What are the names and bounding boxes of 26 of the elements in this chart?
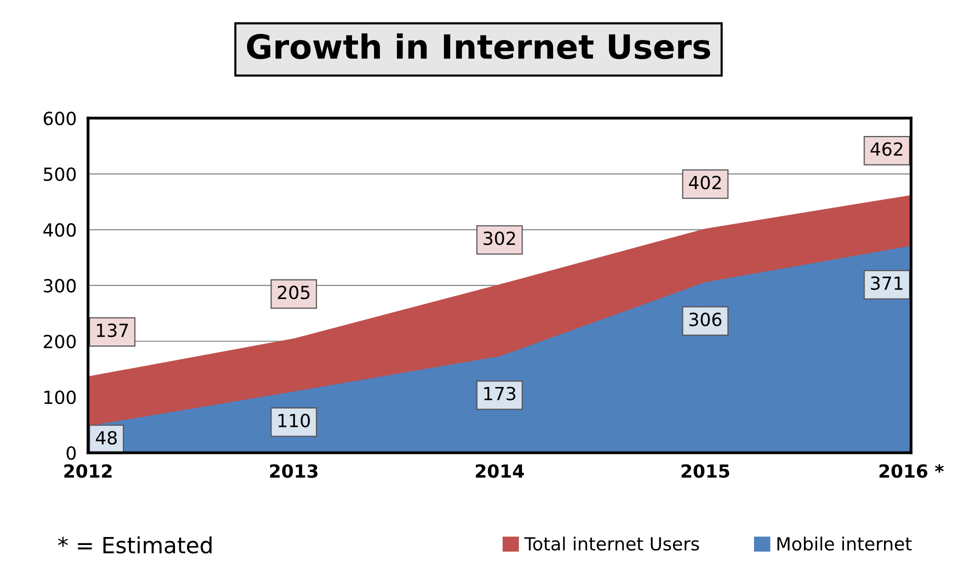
y-tick-label: 300 bbox=[44, 278, 76, 293]
legend-label: Mobile internet bbox=[777, 536, 912, 551]
chart-title: Growth in Internet Users bbox=[247, 33, 710, 60]
y-tick-label: 600 bbox=[44, 112, 76, 126]
y-tick-label: 500 bbox=[44, 167, 76, 182]
data-label: 402 bbox=[688, 176, 721, 190]
x-tick-label: 2015 bbox=[682, 464, 730, 478]
data-label: 371 bbox=[871, 276, 902, 290]
data-label: 306 bbox=[689, 312, 722, 326]
legend-label: Total internet Users bbox=[524, 536, 699, 551]
data-label: 462 bbox=[870, 142, 902, 156]
data-label: 205 bbox=[278, 286, 310, 300]
x-tick-label: 2016 * bbox=[880, 464, 944, 478]
data-label: 110 bbox=[278, 414, 310, 428]
y-tick-label: 0 bbox=[66, 446, 76, 460]
text: * = Estimated bbox=[58, 536, 212, 554]
y-tick-label: 100 bbox=[44, 390, 76, 404]
data-label: 173 bbox=[484, 386, 516, 400]
x-tick-label: 2014 bbox=[476, 464, 524, 478]
x-tick-label: 2013 bbox=[270, 464, 318, 478]
y-tick-label: 400 bbox=[43, 223, 76, 237]
data-label: 302 bbox=[484, 231, 515, 246]
x-tick-label: 2012 bbox=[64, 464, 112, 478]
data-label: 137 bbox=[96, 324, 128, 338]
data-label: 48 bbox=[96, 430, 117, 445]
y-tick-label: 200 bbox=[44, 334, 76, 348]
